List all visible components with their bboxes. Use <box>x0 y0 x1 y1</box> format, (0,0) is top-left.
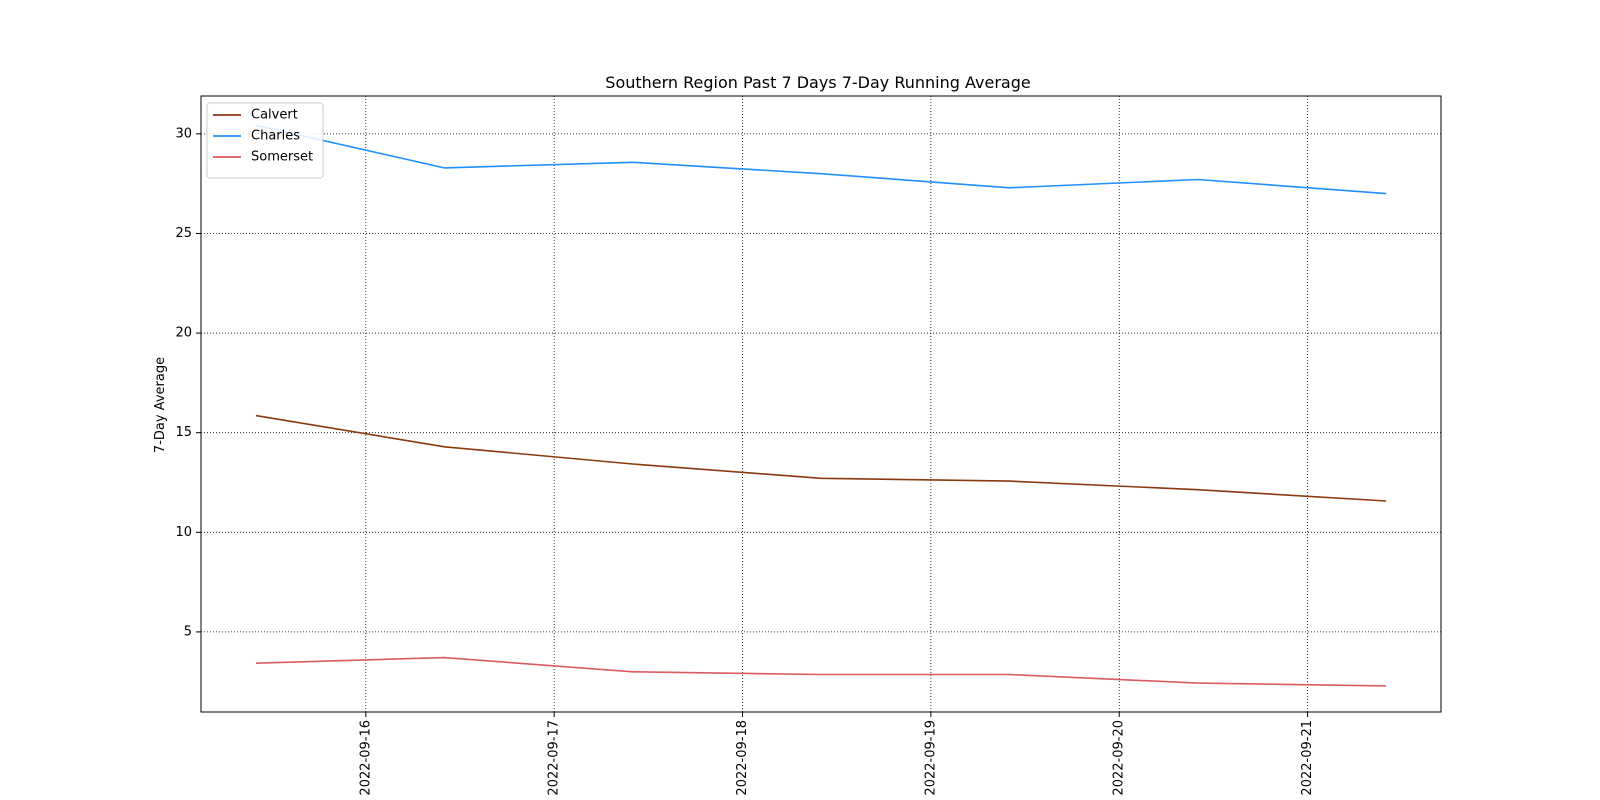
data-point-calvert <box>443 446 445 448</box>
y-axis: 5 10 15 20 25 30 <box>175 126 201 639</box>
x-tick-label: 2022-09-17 <box>547 720 562 796</box>
data-point-somerset <box>443 656 445 658</box>
x-tick-label: 2022-09-16 <box>358 720 373 796</box>
data-point-charles <box>1197 178 1199 180</box>
data-point-calvert <box>1197 488 1199 490</box>
data-point-calvert <box>820 477 822 479</box>
grid-lines <box>201 96 1441 712</box>
data-point-somerset <box>1008 673 1010 675</box>
chart-title: Southern Region Past 7 Days 7-Day Runnin… <box>605 73 1030 92</box>
legend: Calvert Charles Somerset <box>206 102 324 179</box>
series-line-somerset <box>255 656 1387 687</box>
x-axis: 2022-09-16 2022-09-17 2022-09-18 2022-09-19… <box>358 712 1315 796</box>
y-tick-label: 10 <box>175 525 192 540</box>
x-tick-label: 2022-09-21 <box>1300 720 1315 796</box>
data-point-charles <box>820 172 822 174</box>
series-lines <box>255 124 1387 687</box>
data-point-calvert <box>255 414 257 416</box>
x-tick-label: 2022-09-19 <box>923 720 938 796</box>
data-point-calvert <box>631 463 633 465</box>
x-tick-label: 2022-09-20 <box>1112 720 1127 796</box>
x-tick-label: 2022-09-18 <box>735 720 750 796</box>
data-point-charles <box>1008 187 1010 189</box>
y-tick-label: 25 <box>175 226 192 241</box>
data-point-calvert <box>1008 480 1010 482</box>
data-point-charles <box>1385 192 1387 194</box>
plot-area-frame <box>200 95 1442 713</box>
legend-label: Somerset <box>251 150 313 165</box>
data-point-somerset <box>631 671 633 673</box>
data-point-somerset <box>1385 685 1387 687</box>
y-tick-label: 20 <box>175 326 192 341</box>
data-point-somerset <box>820 673 822 675</box>
legend-label: Calvert <box>251 108 298 123</box>
y-tick-label: 5 <box>184 624 192 639</box>
data-point-calvert <box>1385 500 1387 502</box>
data-point-somerset <box>1197 682 1199 684</box>
legend-box <box>206 102 324 179</box>
legend-label: Charles <box>251 129 300 144</box>
y-tick-label: 15 <box>175 425 192 440</box>
data-point-charles <box>631 161 633 163</box>
y-axis-title: 7-Day Average <box>153 357 168 453</box>
data-point-somerset <box>255 662 257 664</box>
y-tick-label: 30 <box>175 126 192 141</box>
data-point-charles <box>443 167 445 169</box>
series-line-charles <box>255 124 1387 195</box>
series-line-calvert <box>255 414 1387 502</box>
